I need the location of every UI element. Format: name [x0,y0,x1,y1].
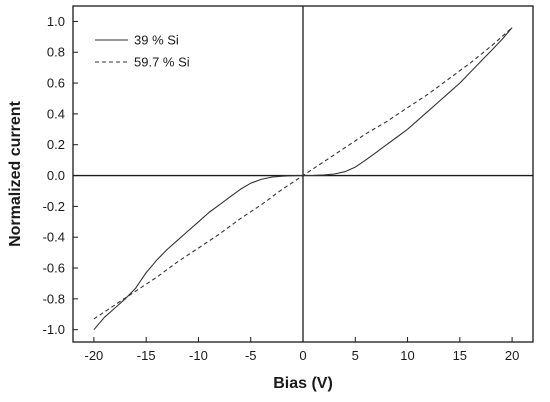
y-tick-label: -0.2 [43,199,65,214]
x-axis-title: Bias (V) [273,375,333,392]
y-axis-title: Normalized current [7,100,24,246]
y-tick-label: 0.2 [47,137,65,152]
y-tick-label: -1.0 [43,322,65,337]
x-tick-label: 0 [299,348,306,363]
x-tick-label: -15 [137,348,156,363]
x-tick-label: 10 [400,348,414,363]
y-tick-label: 0.0 [47,168,65,183]
x-tick-label: -20 [85,348,104,363]
x-tick-label: -10 [189,348,208,363]
y-tick-label: 0.4 [47,106,65,121]
y-tick-label: -0.4 [43,230,65,245]
x-tick-label: 15 [453,348,467,363]
y-tick-label: 1.0 [47,14,65,29]
legend-label-1: 39 % Si [134,33,179,48]
x-tick-label: -5 [245,348,257,363]
x-tick-label: 20 [505,348,519,363]
y-tick-label: 0.6 [47,76,65,91]
y-tick-label: -0.8 [43,291,65,306]
y-tick-label: -0.6 [43,261,65,276]
x-tick-label: 5 [352,348,359,363]
y-tick-label: 0.8 [47,45,65,60]
legend-label-2: 59.7 % Si [134,55,190,70]
